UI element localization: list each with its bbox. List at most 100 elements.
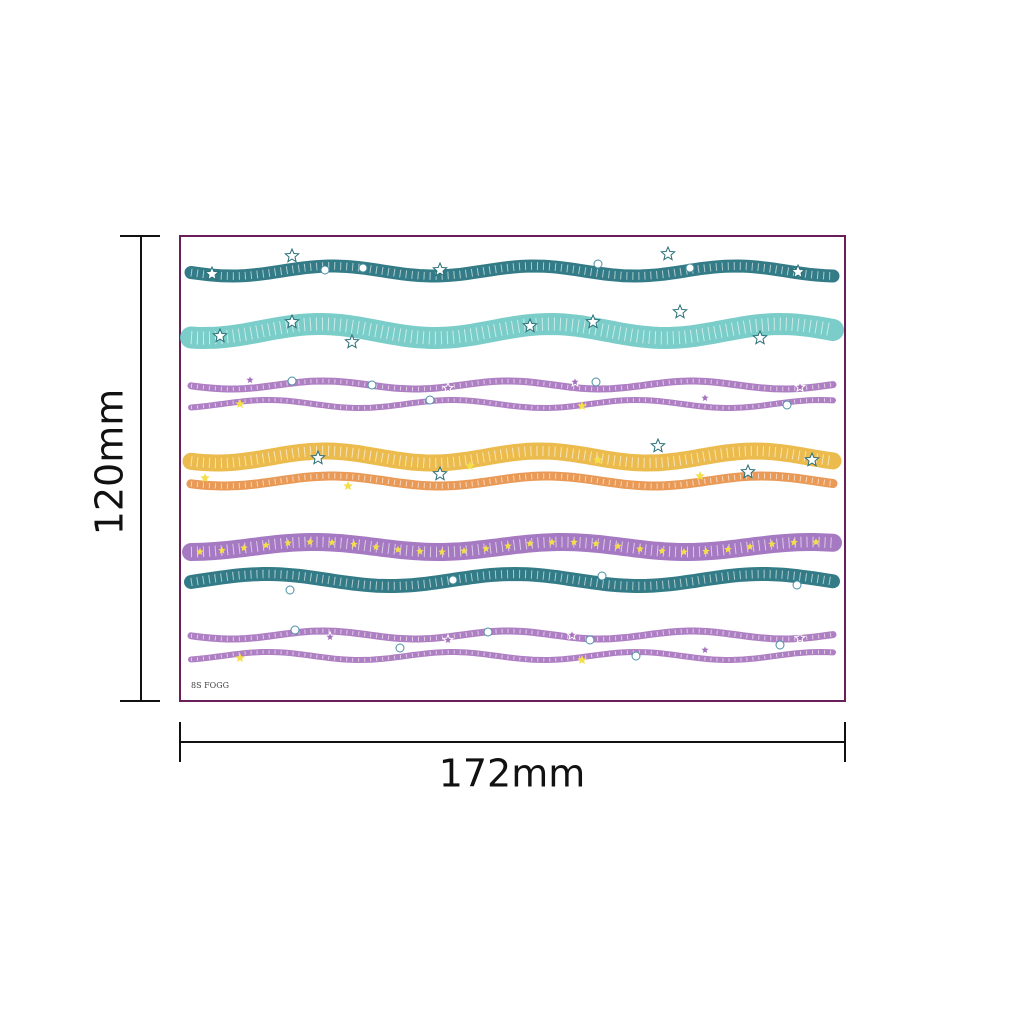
star [204,265,220,281]
star [793,631,807,644]
star [218,546,226,554]
bubble [287,376,297,386]
star [323,630,337,643]
wave-band [182,442,842,472]
bubble [358,263,368,273]
star [577,655,587,664]
star [698,643,712,656]
wave-band [186,471,838,491]
star [793,380,807,393]
star [680,548,688,556]
bubble [585,635,595,645]
star [262,541,270,549]
star [460,546,468,555]
star [235,653,245,662]
bubble [425,395,435,405]
wave-band [184,566,840,593]
star [212,327,228,343]
star [812,538,820,546]
star [328,538,336,546]
star [790,263,806,279]
glitter [190,317,835,345]
star [565,628,579,641]
star [593,455,603,464]
star [740,463,756,479]
bubble [290,625,300,635]
star [698,391,712,404]
star [310,449,326,465]
sheet-code: 8S FOGG [191,681,229,690]
star [441,633,455,646]
bubble [320,265,330,275]
bubble [395,643,405,653]
star [432,261,448,277]
star [660,245,676,261]
star [240,544,248,552]
star [372,543,380,551]
sticker-sheet [179,235,846,702]
star-decorations [196,245,820,664]
height-dimension [120,235,160,702]
star [702,547,710,555]
star [768,540,776,548]
star [526,539,534,547]
star [568,375,582,388]
star [416,547,424,555]
bubble [593,259,603,269]
star [350,540,358,548]
star [614,542,622,550]
star [196,547,204,556]
star [482,544,490,552]
star [394,545,402,553]
star [465,461,475,470]
star [284,247,300,263]
star [235,399,245,408]
star [695,471,705,480]
star [432,465,448,481]
star [438,548,446,556]
wave-band [188,396,836,412]
star [344,333,360,349]
width-dimension [179,722,846,762]
bubble [597,571,607,581]
star [200,473,210,482]
star [650,437,666,453]
width-label: 172mm [439,752,586,796]
bubble [631,651,641,661]
star [746,542,754,550]
star [790,538,798,546]
star [243,373,257,386]
star [548,538,556,546]
star [658,547,666,555]
star [522,317,538,333]
star [804,451,820,467]
bubble [591,377,601,387]
bubble [782,400,792,410]
bubble [367,380,377,390]
star [441,381,455,394]
star [306,538,314,546]
bubble [483,627,493,637]
star [284,539,292,547]
bubble [775,640,785,650]
star [343,481,353,490]
star [752,329,768,345]
bubble [792,580,802,590]
bubble [685,263,695,273]
star [570,538,578,546]
star [585,313,601,329]
wave-band [187,377,837,393]
star [577,401,587,410]
star [592,539,600,547]
star [724,545,732,553]
wave-band [188,648,836,664]
wave-band [184,259,840,283]
bubble [285,585,295,595]
star [636,545,644,553]
star [504,542,512,550]
star [284,313,300,329]
height-label: 120mm [88,389,132,536]
star [672,303,688,319]
